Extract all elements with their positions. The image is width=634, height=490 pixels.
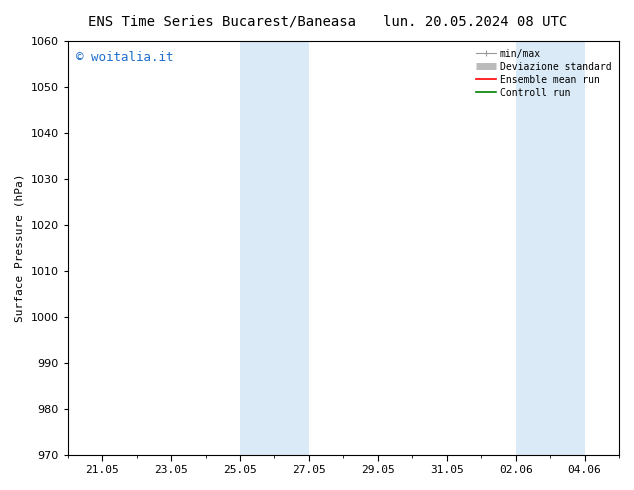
Bar — [240, 41, 309, 455]
Text: ENS Time Series Bucarest/Baneasa: ENS Time Series Bucarest/Baneasa — [88, 15, 356, 29]
Y-axis label: Surface Pressure (hPa): Surface Pressure (hPa) — [15, 173, 25, 322]
Text: © woitalia.it: © woitalia.it — [76, 51, 174, 64]
Text: lun. 20.05.2024 08 UTC: lun. 20.05.2024 08 UTC — [384, 15, 567, 29]
Bar — [515, 41, 585, 455]
Legend: min/max, Deviazione standard, Ensemble mean run, Controll run: min/max, Deviazione standard, Ensemble m… — [474, 46, 614, 100]
